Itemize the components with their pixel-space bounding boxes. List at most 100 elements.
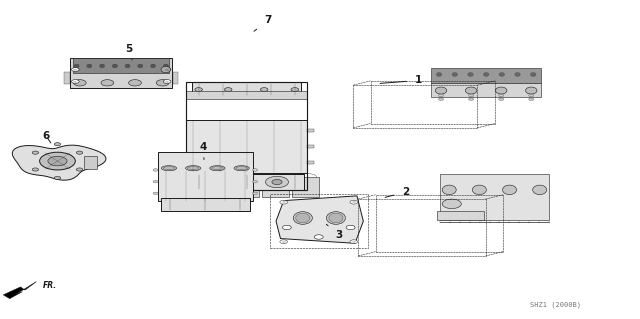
Circle shape bbox=[54, 176, 61, 180]
Polygon shape bbox=[437, 211, 484, 220]
Circle shape bbox=[272, 180, 282, 185]
Ellipse shape bbox=[502, 185, 516, 195]
Ellipse shape bbox=[161, 66, 171, 73]
Circle shape bbox=[72, 68, 79, 71]
Ellipse shape bbox=[161, 166, 177, 171]
Bar bbox=[186, 82, 307, 189]
Circle shape bbox=[468, 94, 474, 97]
Text: 3: 3 bbox=[326, 224, 343, 240]
Polygon shape bbox=[12, 145, 106, 180]
Circle shape bbox=[280, 240, 287, 244]
Ellipse shape bbox=[532, 185, 547, 195]
Text: 1: 1 bbox=[380, 76, 422, 85]
Bar bbox=[307, 129, 314, 132]
Circle shape bbox=[202, 176, 220, 185]
Circle shape bbox=[48, 156, 67, 166]
Text: 2: 2 bbox=[385, 187, 409, 197]
Bar bbox=[186, 120, 307, 174]
Circle shape bbox=[72, 80, 79, 84]
Circle shape bbox=[282, 225, 291, 230]
Ellipse shape bbox=[100, 64, 104, 68]
Ellipse shape bbox=[468, 72, 474, 77]
Circle shape bbox=[76, 168, 83, 171]
Circle shape bbox=[314, 235, 323, 239]
Bar bbox=[292, 177, 319, 197]
Ellipse shape bbox=[436, 72, 442, 77]
Ellipse shape bbox=[188, 167, 199, 170]
Ellipse shape bbox=[515, 72, 520, 77]
Ellipse shape bbox=[163, 167, 175, 170]
Circle shape bbox=[74, 80, 86, 86]
Circle shape bbox=[76, 151, 83, 154]
Circle shape bbox=[40, 152, 76, 170]
Text: SHZ1 (2000B): SHZ1 (2000B) bbox=[531, 302, 581, 308]
Circle shape bbox=[163, 68, 171, 71]
Bar bbox=[216, 201, 221, 206]
Ellipse shape bbox=[296, 213, 310, 223]
Circle shape bbox=[153, 169, 158, 171]
Circle shape bbox=[260, 88, 268, 92]
Circle shape bbox=[54, 143, 61, 146]
Bar bbox=[74, 58, 169, 72]
Bar bbox=[186, 91, 307, 99]
Bar bbox=[161, 198, 250, 211]
Bar bbox=[243, 201, 248, 206]
Ellipse shape bbox=[465, 87, 477, 94]
Ellipse shape bbox=[293, 212, 312, 224]
Bar bbox=[431, 68, 541, 83]
Circle shape bbox=[252, 180, 257, 183]
Ellipse shape bbox=[525, 87, 537, 94]
Ellipse shape bbox=[483, 72, 489, 77]
Circle shape bbox=[153, 192, 158, 195]
Circle shape bbox=[252, 169, 257, 171]
Bar bbox=[173, 72, 178, 85]
Circle shape bbox=[529, 98, 534, 100]
Circle shape bbox=[468, 98, 474, 100]
Bar bbox=[202, 177, 228, 197]
Ellipse shape bbox=[495, 87, 507, 94]
Circle shape bbox=[101, 80, 114, 86]
Circle shape bbox=[499, 94, 504, 97]
Circle shape bbox=[32, 151, 38, 154]
Ellipse shape bbox=[435, 87, 447, 94]
Ellipse shape bbox=[452, 72, 458, 77]
Ellipse shape bbox=[472, 185, 486, 195]
Ellipse shape bbox=[234, 166, 249, 171]
Text: 7: 7 bbox=[254, 15, 271, 31]
Text: 4: 4 bbox=[199, 143, 207, 160]
Circle shape bbox=[350, 200, 358, 204]
Bar bbox=[262, 177, 289, 197]
Ellipse shape bbox=[210, 166, 225, 171]
Polygon shape bbox=[276, 196, 364, 243]
Ellipse shape bbox=[87, 64, 92, 68]
Circle shape bbox=[195, 88, 202, 92]
Circle shape bbox=[156, 80, 169, 86]
Ellipse shape bbox=[531, 72, 536, 77]
Circle shape bbox=[291, 88, 299, 92]
Ellipse shape bbox=[125, 64, 130, 68]
Bar bbox=[157, 152, 253, 201]
Circle shape bbox=[346, 225, 355, 230]
Bar bbox=[307, 161, 314, 164]
Circle shape bbox=[442, 199, 461, 209]
Circle shape bbox=[280, 200, 287, 204]
Circle shape bbox=[499, 98, 504, 100]
Bar bbox=[307, 145, 314, 148]
Bar bbox=[65, 72, 70, 85]
Ellipse shape bbox=[74, 64, 79, 68]
Circle shape bbox=[529, 94, 534, 97]
Ellipse shape bbox=[329, 213, 343, 223]
Ellipse shape bbox=[212, 167, 223, 170]
Ellipse shape bbox=[326, 212, 346, 224]
Text: FR.: FR. bbox=[43, 281, 57, 290]
Ellipse shape bbox=[112, 64, 117, 68]
Text: 5: 5 bbox=[125, 44, 132, 60]
Bar bbox=[70, 57, 172, 87]
Ellipse shape bbox=[442, 185, 456, 195]
Bar bbox=[192, 82, 301, 97]
Circle shape bbox=[266, 176, 289, 188]
Circle shape bbox=[153, 180, 158, 183]
Circle shape bbox=[32, 168, 38, 171]
Ellipse shape bbox=[138, 64, 143, 68]
Ellipse shape bbox=[163, 64, 168, 68]
